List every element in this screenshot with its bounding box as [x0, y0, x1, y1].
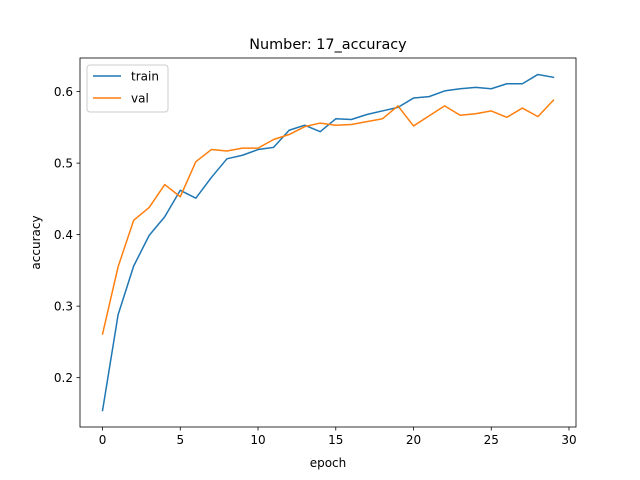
y-axis-label: accuracy [29, 215, 43, 269]
series-lines [101, 73, 555, 412]
legend: train val [86, 64, 169, 113]
x-axis: 0 5 10 15 20 25 30 [99, 427, 577, 447]
y-tick-label: 0.2 [54, 371, 73, 385]
x-tick-label: 30 [561, 433, 576, 447]
x-tick-label: 25 [484, 433, 499, 447]
x-tick-label: 10 [250, 433, 265, 447]
plot-frame [79, 57, 577, 428]
legend-label-train: train [131, 69, 159, 83]
x-tick-label: 20 [406, 433, 421, 447]
series-line-val [101, 99, 555, 335]
legend-label-val: val [131, 91, 149, 105]
y-axis: 0.2 0.3 0.4 0.5 0.6 [54, 85, 80, 385]
x-tick-label: 15 [328, 433, 343, 447]
y-tick-label: 0.3 [54, 299, 73, 313]
y-tick-label: 0.6 [54, 85, 73, 99]
y-tick-label: 0.4 [54, 228, 73, 242]
x-tick-label: 0 [99, 433, 107, 447]
x-axis-label: epoch [310, 456, 347, 470]
chart-title: Number: 17_accuracy [249, 37, 407, 53]
y-tick-label: 0.5 [54, 156, 73, 170]
x-tick-label: 5 [176, 433, 184, 447]
